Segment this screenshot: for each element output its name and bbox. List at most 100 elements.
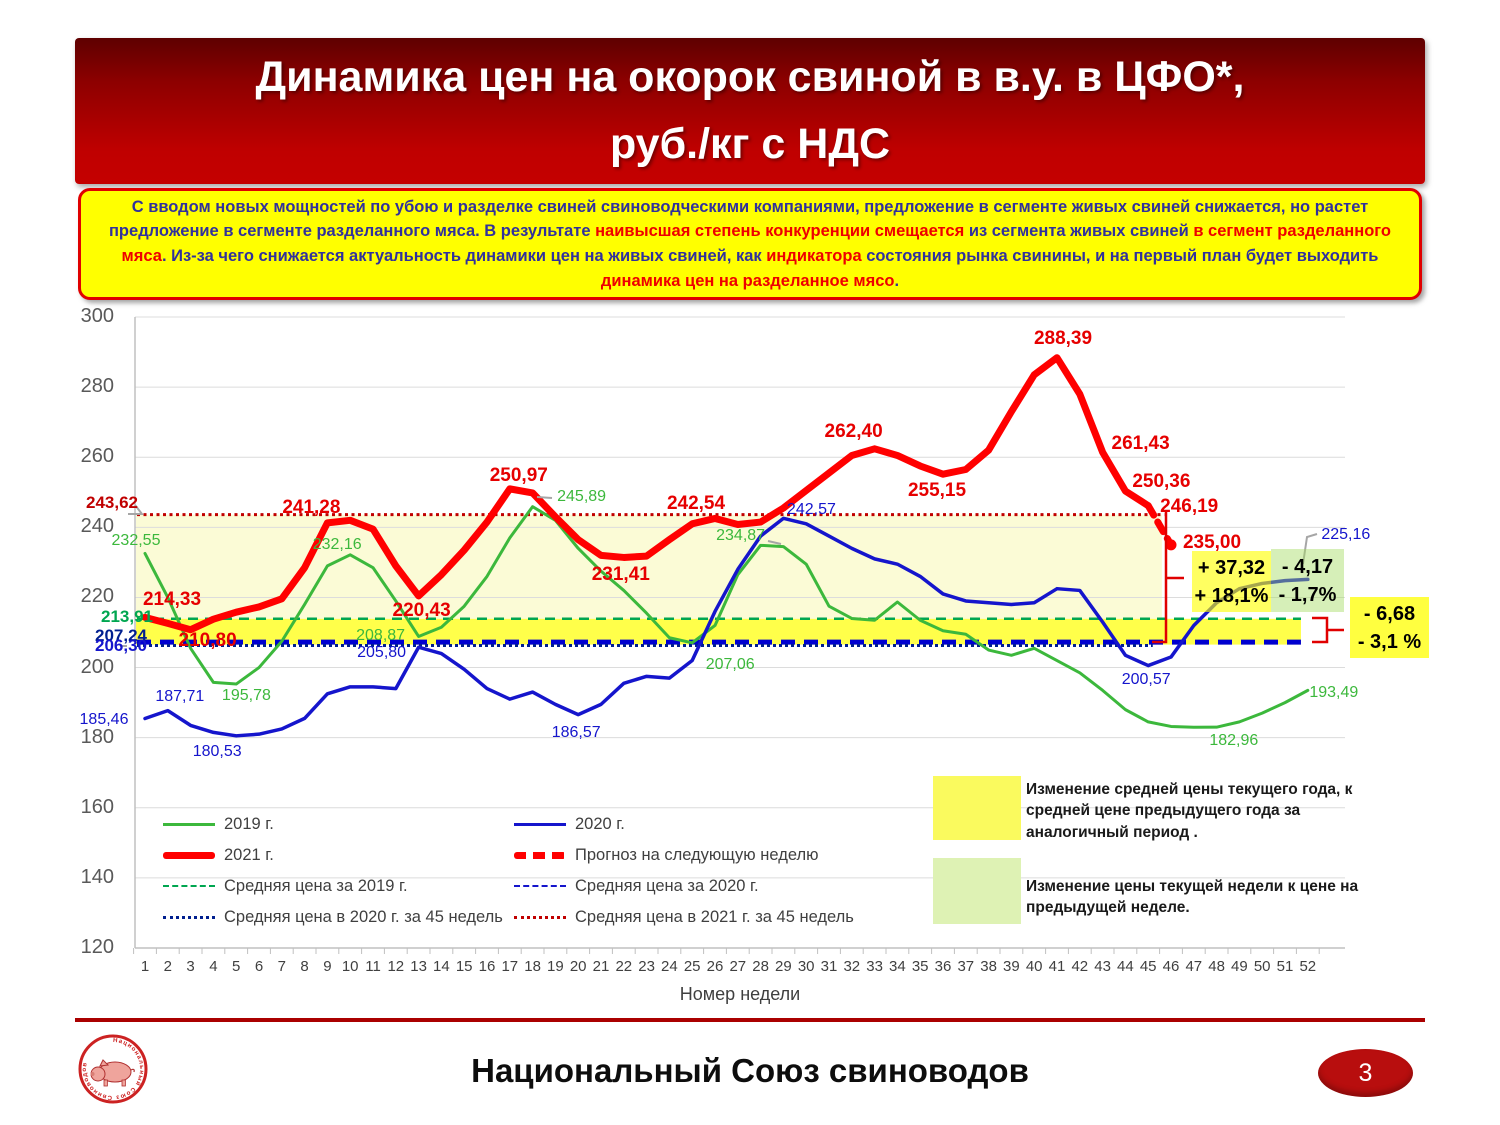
data-label: 250,36 (1132, 471, 1191, 493)
week-label: 20 (569, 958, 587, 975)
week-label: 37 (957, 958, 975, 975)
week-label: 36 (934, 958, 952, 975)
week-label: 39 (1003, 958, 1020, 975)
week-label: 5 (232, 958, 241, 975)
week-label: 44 (1117, 958, 1134, 975)
info-highlight: индикатора (766, 247, 867, 265)
data-label: 242,54 (666, 493, 726, 515)
week-label: 46 (1162, 958, 1180, 975)
y-tick-label: 160 (80, 795, 114, 818)
week-label: 17 (501, 958, 519, 975)
y-tick-label: 240 (80, 515, 114, 538)
legend-swatch-solid-red (163, 851, 215, 859)
forecast-dot (1165, 539, 1177, 551)
yoy-change-box: + 37,32 + 18,1% (1192, 551, 1271, 612)
data-label: 214,33 (142, 589, 202, 611)
data-label: 207,24 (95, 626, 147, 645)
week-label: 15 (455, 958, 473, 975)
data-label: 288,39 (1033, 327, 1093, 349)
wow-band-swatch (933, 858, 1021, 924)
prev-yoy-change-box: - 6,68 - 3,1 % (1350, 597, 1429, 658)
legend-item: Прогноз на следующую неделю (514, 845, 818, 865)
pig-logo: Национальный Союз Свиноводов (78, 1034, 148, 1104)
page-number: 3 (1358, 1058, 1373, 1087)
wow-band-caption: Изменение цены текущей недели к цене на … (1026, 878, 1359, 917)
data-label: 186,57 (551, 723, 601, 741)
y-tick-label: 280 (80, 375, 114, 398)
legend-label: Средняя цена в 2020 г. за 45 недель (224, 907, 503, 926)
info-highlight: в сегмент разделанного мяса (121, 222, 1392, 265)
y-tick-label: 200 (80, 655, 114, 678)
legend-swatch-dash-blue (514, 885, 566, 887)
label-leader (1302, 533, 1318, 565)
week-label: 22 (615, 958, 633, 975)
info-box: С вводом новых мощностей по убою и разде… (78, 188, 1422, 300)
week-label: 19 (547, 958, 564, 975)
week-label: 48 (1208, 958, 1225, 975)
legend-swatch-solid-green (163, 822, 215, 826)
legend-label: Средняя цена за 2019 г. (224, 876, 408, 895)
title-line-1: Динамика цен на окорок свиной в в.у. в Ц… (255, 53, 1245, 102)
wow-change-abs: - 4,17 (1281, 555, 1334, 578)
week-label: 28 (752, 958, 769, 975)
legend-swatch-dot-red (514, 915, 566, 919)
legend-item: Средняя цена в 2020 г. за 45 недель (163, 907, 503, 927)
legend-item: 2020 г. (514, 814, 625, 834)
data-label: 208,87 (356, 627, 406, 645)
data-label: 200,57 (1121, 670, 1171, 688)
legend-label: 2020 г. (575, 814, 625, 833)
week-label: 4 (209, 958, 218, 975)
data-label: 195,78 (221, 687, 271, 705)
data-label: 231,41 (591, 564, 650, 586)
legend-swatch-dash-red (514, 851, 566, 859)
legend-item: Средняя цена за 2019 г. (163, 876, 408, 896)
week-label: 2 (163, 958, 172, 975)
data-label: 206,30 (95, 636, 147, 655)
legend-item: Средняя цена за 2020 г. (514, 876, 759, 896)
pig-icon (90, 1059, 135, 1087)
data-label: 242,57 (786, 501, 836, 519)
week-label: 38 (980, 958, 997, 975)
week-label: 27 (729, 958, 747, 975)
legend-swatch-solid-blue (514, 822, 566, 826)
data-label: 182,96 (1209, 732, 1259, 750)
week-label: 49 (1231, 958, 1248, 975)
title-line-2: руб./кг с НДС (609, 120, 891, 168)
yoy-bracket (1152, 512, 1184, 644)
week-label: 25 (683, 958, 701, 975)
data-label: 185,46 (79, 710, 129, 728)
week-label: 34 (889, 958, 906, 975)
data-label: 187,71 (155, 687, 205, 705)
label-leader (536, 496, 553, 499)
week-label: 21 (592, 958, 610, 975)
data-label: 243,62 (86, 493, 138, 512)
data-label: 262,40 (824, 420, 883, 442)
legend-label: 2021 г. (224, 845, 274, 864)
x-axis-title: Номер недели (679, 984, 801, 1004)
y-tick-label: 300 (80, 305, 114, 327)
legend-label: Средняя цена за 2020 г. (575, 876, 759, 895)
week-label: 42 (1071, 958, 1089, 975)
week-label: 52 (1299, 958, 1317, 975)
legend-item: 2021 г. (163, 845, 274, 865)
info-segment: С вводом новых мощностей по убою и разде… (108, 197, 1369, 241)
week-label: 9 (323, 958, 332, 975)
data-label: 193,49 (1309, 684, 1359, 702)
data-label: 255,15 (907, 480, 967, 502)
wow-change-box: - 4,17 - 1,7% (1271, 549, 1344, 612)
info-segment: . Из-за чего снижается актуальность дина… (161, 247, 767, 265)
yoy-band-swatch (933, 776, 1021, 840)
prev-yoy-change-pct: - 3,1 % (1357, 630, 1422, 653)
legend-item: 2019 г. (163, 814, 274, 834)
legend-label: Средняя цена в 2021 г. за 45 недель (575, 907, 854, 926)
week-label: 23 (638, 958, 655, 975)
legend-label: Прогноз на следующую неделю (575, 845, 819, 864)
week-label: 30 (797, 958, 815, 975)
week-label: 26 (706, 958, 724, 975)
week-label: 32 (843, 958, 861, 975)
week-label: 35 (911, 958, 929, 975)
week-label: 40 (1025, 958, 1043, 975)
data-label: 207,06 (705, 655, 755, 673)
